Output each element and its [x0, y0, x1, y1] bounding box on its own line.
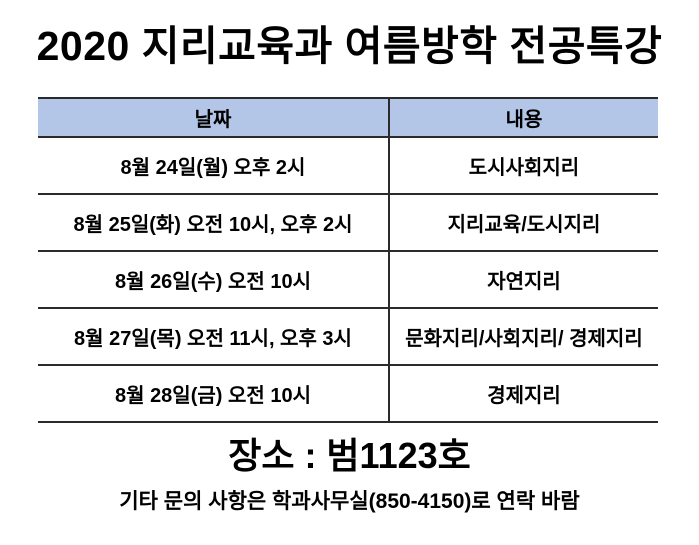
contact-text: 기타 문의 사항은 학과사무실(850-4150)로 연락 바람 — [119, 489, 580, 513]
page-title: 2020 지리교육과 여름방학 전공특강 — [36, 23, 663, 69]
column-header-topic: 내용 — [389, 97, 658, 138]
column-header-date: 날짜 — [38, 97, 390, 138]
table-row: 8월 27일(목) 오전 11시, 오후 3시 문화지리/사회지리/ 경제지리 — [38, 308, 658, 366]
cell-date: 8월 26일(수) 오전 10시 — [38, 251, 390, 309]
cell-topic: 도시사회지리 — [389, 137, 658, 195]
cell-topic: 지리교육/도시지리 — [389, 194, 658, 252]
location-text: 장소 : 범1123호 — [228, 435, 471, 476]
table-header-row: 날짜 내용 — [38, 97, 658, 138]
cell-date: 8월 25일(화) 오전 10시, 오후 2시 — [38, 194, 390, 252]
table-row: 8월 26일(수) 오전 10시 자연지리 — [38, 251, 658, 309]
schedule-table: 날짜 내용 8월 24일(월) 오후 2시 도시사회지리 8월 25일(화) 오전 … — [38, 97, 658, 423]
table-row: 8월 28일(금) 오전 10시 경제지리 — [38, 365, 658, 423]
cell-topic: 경제지리 — [389, 365, 658, 423]
cell-topic: 문화지리/사회지리/ 경제지리 — [389, 308, 658, 366]
cell-date: 8월 28일(금) 오전 10시 — [38, 365, 390, 423]
cell-date: 8월 27일(목) 오전 11시, 오후 3시 — [38, 308, 390, 366]
cell-date: 8월 24일(월) 오후 2시 — [38, 137, 390, 195]
cell-topic: 자연지리 — [389, 251, 658, 309]
table-row: 8월 25일(화) 오전 10시, 오후 2시 지리교육/도시지리 — [38, 194, 658, 252]
table-row: 8월 24일(월) 오후 2시 도시사회지리 — [38, 137, 658, 195]
